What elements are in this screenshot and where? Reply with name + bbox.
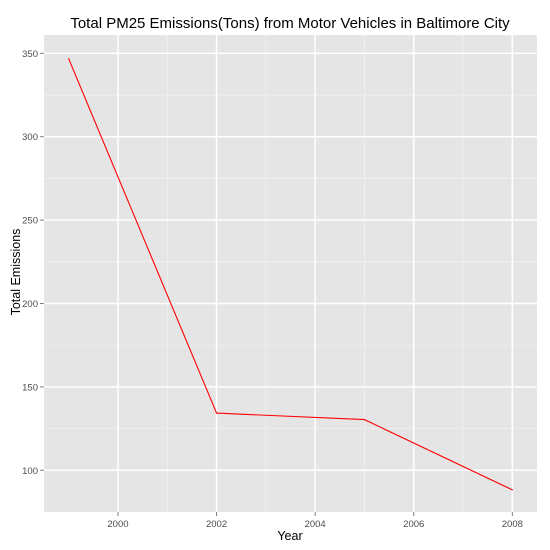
y-tick-label: 250 bbox=[22, 216, 38, 227]
x-tick-label: 2004 bbox=[305, 519, 326, 530]
x-tick-label: 2002 bbox=[206, 519, 227, 530]
x-axis-title: Year bbox=[277, 529, 302, 543]
y-axis-title: Total Emissions bbox=[9, 229, 23, 316]
series-layer bbox=[68, 58, 513, 491]
x-tick-labels: 2000 2002 2004 2006 2008 bbox=[107, 519, 523, 530]
x-tick-label: 2000 bbox=[107, 519, 128, 530]
y-tick-labels: 100 150 200 250 300 350 bbox=[22, 49, 38, 477]
chart-title: Total PM25 Emissions(Tons) from Motor Ve… bbox=[70, 15, 510, 32]
data-point bbox=[215, 412, 218, 414]
data-point bbox=[511, 489, 513, 491]
major-gridlines bbox=[44, 35, 537, 512]
data-point bbox=[68, 58, 70, 60]
y-tick-label: 200 bbox=[22, 299, 38, 310]
y-tick-label: 100 bbox=[22, 466, 38, 477]
x-tick-label: 2006 bbox=[403, 519, 424, 530]
minor-gridlines bbox=[44, 35, 537, 512]
y-tick-label: 150 bbox=[22, 382, 38, 393]
plot-panel bbox=[44, 35, 537, 512]
y-tick-label: 350 bbox=[22, 49, 38, 60]
tick-marks bbox=[40, 52, 513, 516]
series-line bbox=[68, 58, 513, 491]
y-tick-label: 300 bbox=[22, 132, 38, 143]
data-point bbox=[363, 419, 366, 421]
x-tick-label: 2008 bbox=[502, 519, 523, 530]
